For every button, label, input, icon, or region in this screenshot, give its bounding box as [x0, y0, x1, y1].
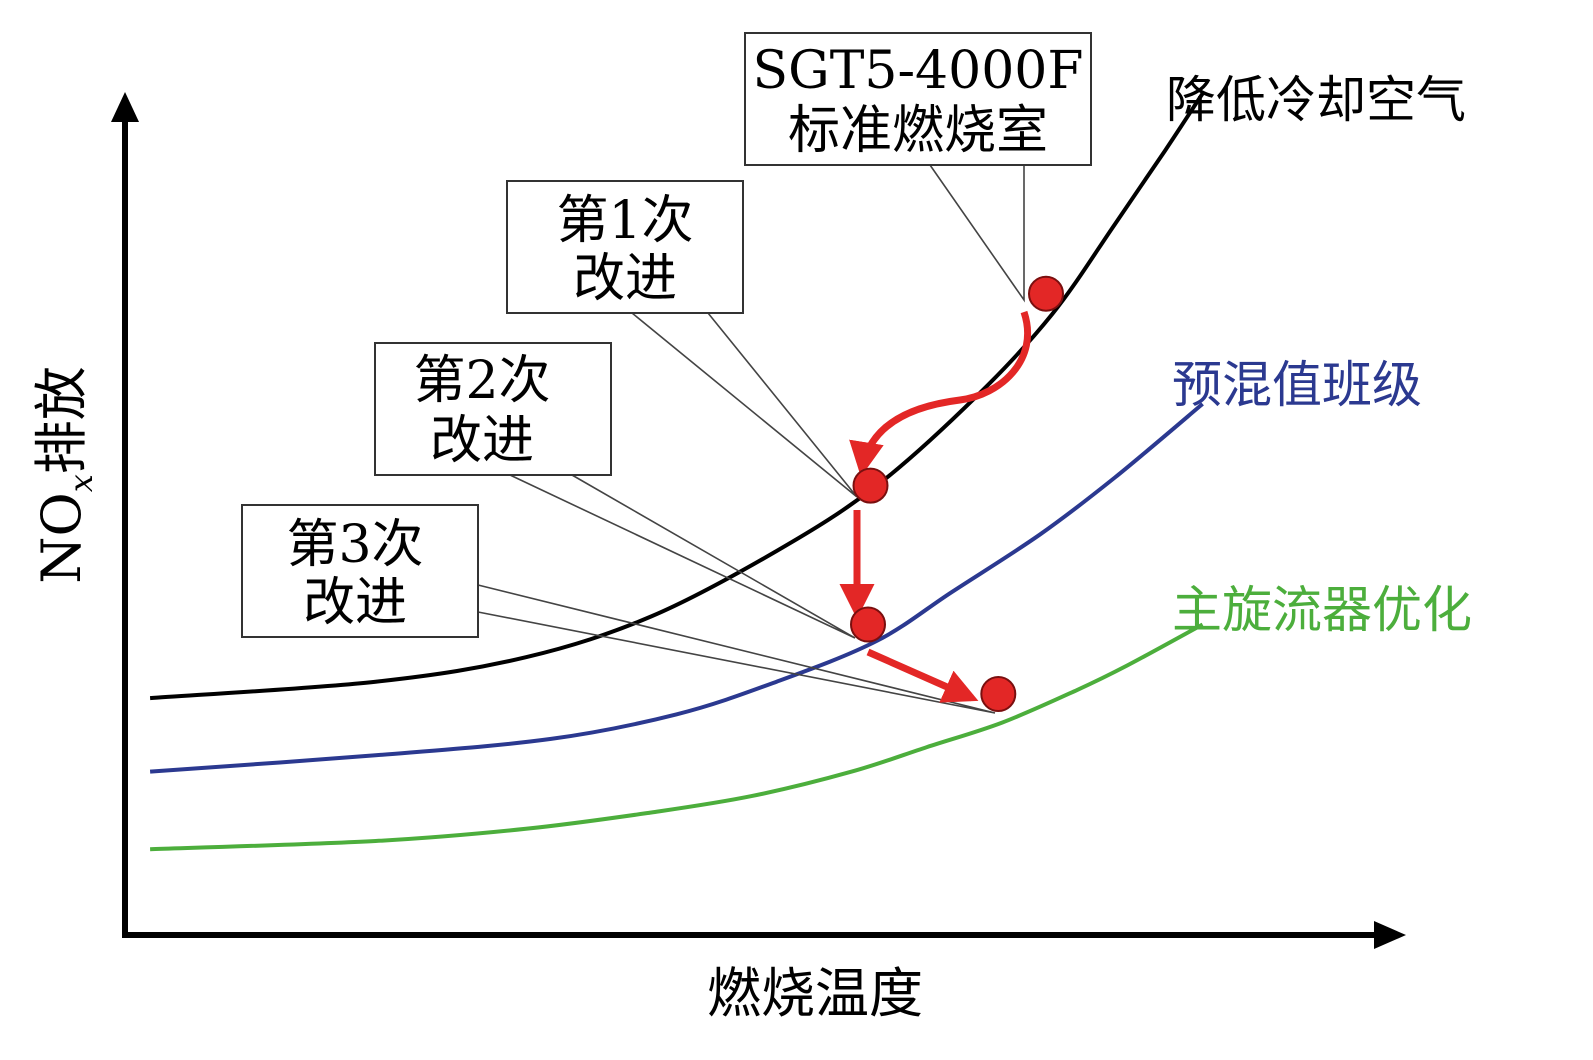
- arrow-step2-to-step3: [866, 648, 979, 703]
- leader-step2: [509, 474, 856, 639]
- series-curve-main-swirler: [150, 622, 1204, 852]
- callout-step1-line2: 改进: [573, 249, 677, 309]
- marker-step1: [852, 467, 889, 504]
- y-axis-label-sub: x: [62, 474, 100, 492]
- leader-step1: [631, 312, 858, 498]
- y-axis-label-tail: 排放: [30, 366, 93, 474]
- marker-baseline: [1028, 275, 1064, 312]
- callout-step1-line1: 第1次: [556, 191, 693, 251]
- callout-step2-line1: 第2次: [413, 351, 550, 411]
- callout-baseline-line1: SGT5-4000F: [753, 41, 1084, 101]
- x-axis-arrow: [1374, 921, 1406, 949]
- callout-baseline: SGT5-4000F 标准燃烧室: [744, 32, 1092, 166]
- series-curve-reduced-cooling: [149, 92, 1205, 701]
- x-axis-label: 燃烧温度: [707, 962, 923, 1025]
- series-label-main-swirler: 主旋流器优化: [1172, 581, 1472, 639]
- arrow-baseline-to-step1: [849, 310, 1032, 477]
- improvement-markers: [850, 275, 1064, 712]
- y-axis-arrow: [111, 92, 139, 122]
- leader-baseline: [929, 164, 1025, 303]
- callout-step2: 第2次 改进: [374, 342, 612, 476]
- callout-step3-line2: 改进: [303, 573, 407, 633]
- svg-text:NOx排放: NOx排放: [30, 366, 100, 584]
- series-label-premix-pilot: 预混值班级: [1172, 356, 1422, 414]
- series-curve-premix-pilot: [149, 402, 1204, 774]
- callout-step3-line1: 第3次: [286, 515, 423, 575]
- series-label-reduced-cooling: 降低冷却空气: [1166, 71, 1466, 129]
- y-axis-label: NOx排放: [30, 366, 100, 584]
- series-curves: [149, 92, 1205, 852]
- leader-step3: [477, 584, 996, 714]
- callout-step1: 第1次 改进: [506, 180, 744, 314]
- y-axis-label-main: NO: [30, 492, 93, 584]
- marker-step3: [980, 676, 1017, 712]
- callout-step3: 第3次 改进: [241, 504, 479, 638]
- callout-step2-line2: 改进: [430, 411, 534, 471]
- callout-baseline-line2: 标准燃烧室: [788, 101, 1048, 161]
- marker-step2: [850, 606, 886, 643]
- improvement-arrows: [839, 310, 1032, 703]
